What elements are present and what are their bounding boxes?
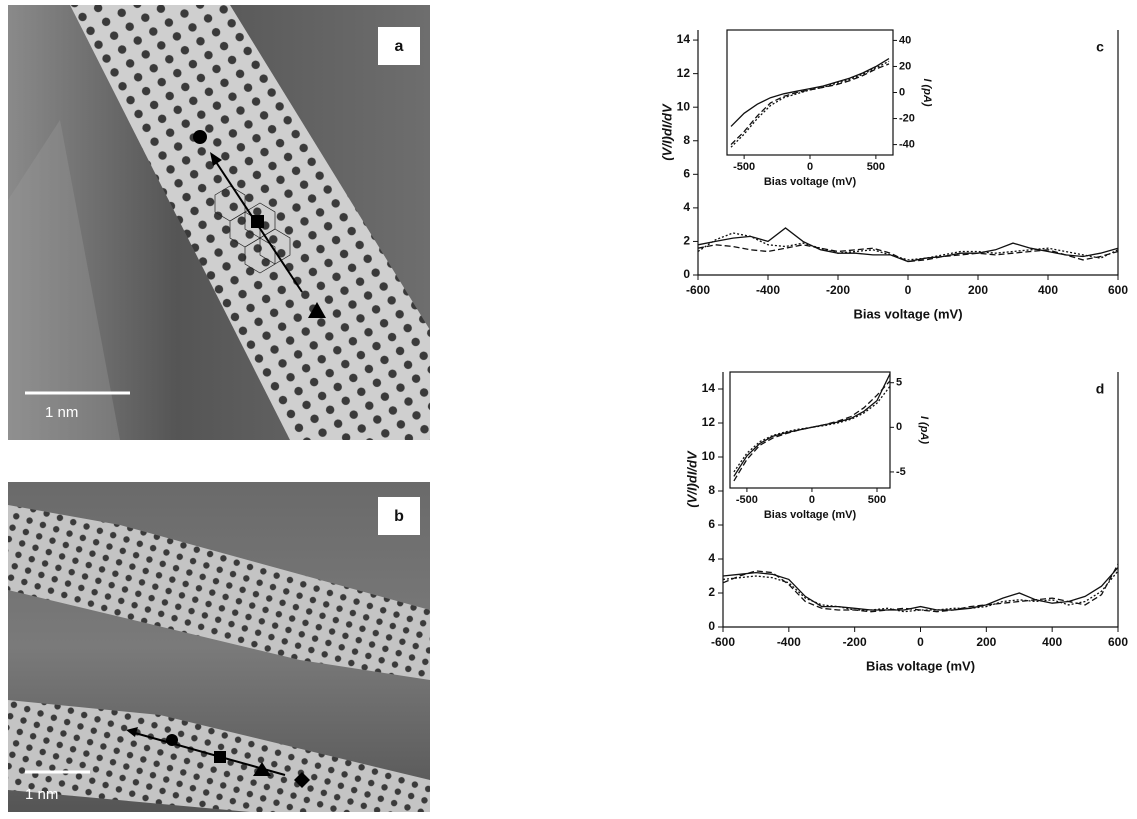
- y-tick-label: 0: [708, 619, 715, 633]
- y-tick-label: 6: [683, 166, 690, 180]
- y-tick-label: 12: [677, 66, 691, 80]
- panel-label: c: [1096, 39, 1104, 55]
- y-axis-label: (V/I)dI/dV: [659, 103, 674, 161]
- inset-y2-axis-label: I (pA): [918, 416, 930, 444]
- y2-tick-label: 0: [899, 86, 905, 98]
- y-tick-label: 0: [683, 267, 690, 281]
- y-tick-label: 8: [708, 483, 715, 497]
- y-tick-label: 10: [677, 99, 691, 113]
- x-tick-label: 200: [968, 283, 988, 297]
- data-line: [730, 60, 890, 148]
- y-tick-label: 2: [708, 585, 715, 599]
- y-tick-label: 4: [708, 551, 715, 565]
- y2-tick-label: 0: [896, 421, 902, 433]
- x-tick-label: 0: [807, 161, 813, 173]
- x-axis-label: Bias voltage (mV): [866, 658, 975, 673]
- x-tick-label: -500: [736, 494, 758, 506]
- data-line: [697, 244, 1119, 263]
- panel-label: b: [394, 508, 404, 525]
- x-tick-label: -400: [777, 635, 801, 649]
- y-tick-label: 6: [708, 517, 715, 531]
- data-line: [697, 227, 1119, 263]
- y2-tick-label: 40: [899, 34, 911, 46]
- x-tick-label: 600: [1108, 635, 1128, 649]
- inset-frame: [726, 29, 894, 156]
- x-tick-label: 0: [917, 635, 924, 649]
- x-tick-label: 500: [867, 161, 885, 173]
- inset-frame: [729, 371, 891, 489]
- y2-tick-label: 5: [896, 377, 902, 389]
- y-tick-label: 8: [683, 133, 690, 147]
- scale-bar-label: 1 nm: [25, 786, 58, 803]
- scale-bar-label: 1 nm: [45, 404, 78, 421]
- inset-y2-axis-label: I (pA): [921, 78, 933, 106]
- data-line: [730, 58, 890, 127]
- x-axis-label: Bias voltage (mV): [853, 306, 962, 321]
- x-tick-label: 0: [809, 494, 815, 506]
- y-tick-label: 4: [683, 200, 690, 214]
- stm-image-b: b 1 nm: [8, 482, 430, 812]
- x-tick-label: -600: [711, 635, 735, 649]
- y-tick-label: 14: [702, 381, 716, 395]
- x-tick-label: 0: [905, 283, 912, 297]
- data-line: [722, 563, 1119, 613]
- data-line: [697, 232, 1119, 261]
- data-line: [722, 567, 1119, 611]
- x-tick-label: 500: [868, 494, 886, 506]
- x-tick-label: 200: [976, 635, 996, 649]
- panel-label: d: [1096, 381, 1105, 397]
- x-tick-label: -600: [686, 283, 710, 297]
- inset-x-axis-label: Bias voltage (mV): [764, 176, 857, 188]
- inset-x-axis-label: Bias voltage (mV): [764, 509, 857, 521]
- y-tick-label: 14: [677, 32, 691, 46]
- y-axis-label: (V/I)dI/dV: [684, 450, 699, 508]
- data-line: [733, 380, 891, 482]
- y2-tick-label: -40: [899, 138, 915, 150]
- x-tick-label: -200: [843, 635, 867, 649]
- panel-label: a: [395, 38, 404, 55]
- x-tick-label: 400: [1042, 635, 1062, 649]
- x-tick-label: 400: [1038, 283, 1058, 297]
- stm-image-a: a 1 nm: [8, 5, 430, 440]
- x-tick-label: -200: [826, 283, 850, 297]
- y2-tick-label: 20: [899, 60, 911, 72]
- x-tick-label: -400: [756, 283, 780, 297]
- y2-tick-label: -20: [899, 112, 915, 124]
- y2-tick-label: -5: [896, 466, 906, 478]
- y-tick-label: 12: [702, 415, 716, 429]
- y-tick-label: 2: [683, 234, 690, 248]
- y-tick-label: 10: [702, 449, 716, 463]
- x-tick-label: -500: [733, 161, 755, 173]
- x-tick-label: 600: [1108, 283, 1128, 297]
- data-line: [733, 385, 891, 473]
